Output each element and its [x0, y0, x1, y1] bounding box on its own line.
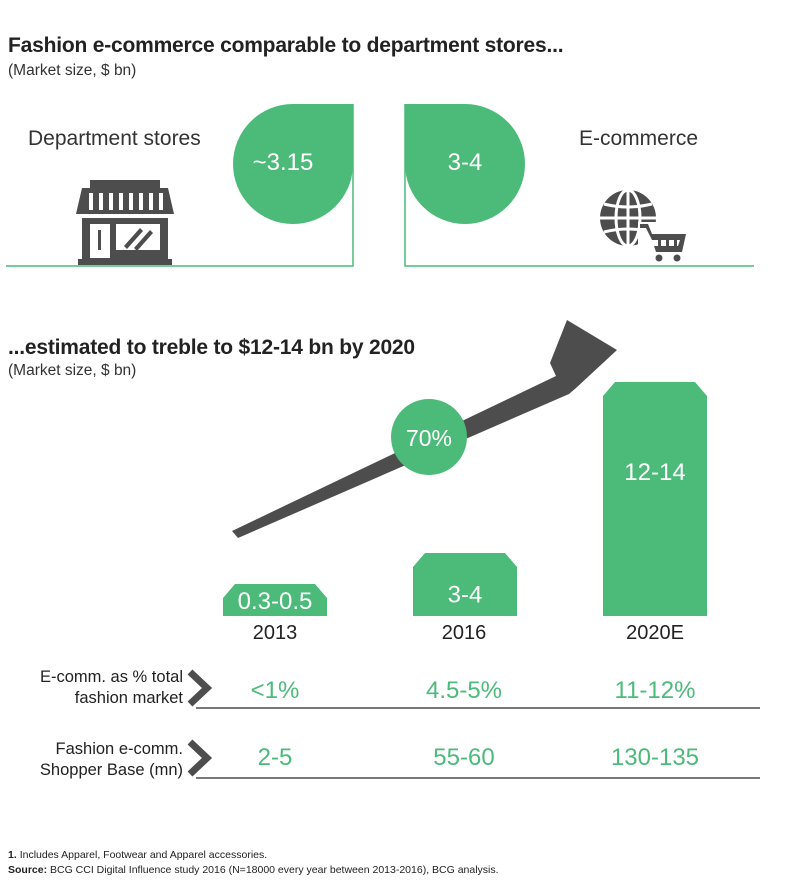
e-commerce-value: 3-4: [447, 149, 483, 176]
growth-circle: [391, 399, 467, 475]
row1-label-line1: E-comm. as % total: [39, 668, 183, 686]
section1-subtitle: (Market size, $ bn): [8, 62, 137, 79]
row1-value-2013: <1%: [250, 677, 300, 704]
year-label-2020e: 2020E: [626, 622, 684, 644]
section1-title: Fashion e-commerce comparable to departm…: [8, 34, 564, 57]
source-text: BCG CCI Digital Influence study 2016 (N=…: [50, 864, 499, 876]
row1-label: E-comm. as % total fashion market: [0, 667, 183, 709]
department-stores-label: Department stores: [28, 127, 201, 150]
department-stores-value: ~3.15: [252, 149, 314, 176]
e-commerce-label: E-commerce: [579, 127, 699, 150]
right-baseline: [404, 104, 754, 267]
year-label-2016: 2016: [441, 622, 487, 644]
bar-value-label-2016: 3-4: [448, 582, 483, 609]
row2-value-2020e: 130-135: [610, 744, 700, 771]
globe-cart-icon: [600, 188, 686, 262]
row2-label-line1: Fashion e-comm.: [55, 740, 183, 758]
footnote-text: Includes Apparel, Footwear and Apparel a…: [19, 849, 268, 861]
growth-arrow: [232, 320, 617, 538]
storefront-icon: [76, 180, 174, 265]
row2-value-2013: 2-5: [257, 744, 293, 771]
market-growth-chart: 0.3-0.5 3-4 12-14 70%: [223, 320, 707, 616]
comparison-graphic: [6, 104, 754, 267]
section2-subtitle: (Market size, $ bn): [8, 362, 137, 379]
row2-label: Fashion e-comm. Shopper Base (mn): [0, 739, 183, 781]
e-commerce-value-shape: [405, 104, 525, 224]
bar-2013: [223, 584, 327, 616]
bar-value-label-2020e: 12-14: [624, 459, 685, 486]
bar-2016: [413, 553, 517, 616]
year-label-2013: 2013: [252, 622, 298, 644]
footnote-number: 1.: [8, 849, 17, 861]
footnote-line: 1. Includes Apparel, Footwear and Appare…: [8, 849, 267, 861]
department-stores-value-shape: [233, 104, 353, 224]
source-label: Source:: [8, 864, 48, 876]
bar-2020e: [603, 382, 707, 616]
row1-value-2016: 4.5-5%: [425, 677, 503, 704]
source-line: Source: BCG CCI Digital Influence study …: [8, 864, 499, 876]
row1-chevron-icon: [187, 669, 213, 707]
row2-chevron-icon: [187, 739, 213, 777]
left-baseline: [6, 104, 354, 267]
row1-value-2020e: 11-12%: [614, 677, 696, 704]
row2-label-line2: Shopper Base (mn): [39, 761, 183, 779]
section2-title: ...estimated to treble to $12-14 bn by 2…: [8, 336, 415, 359]
row1-label-line2: fashion market: [74, 689, 183, 707]
growth-label: 70%: [406, 425, 452, 451]
table-lines: [187, 669, 760, 779]
row2-value-2016: 55-60: [433, 744, 495, 771]
bar-value-label-2013: 0.3-0.5: [238, 588, 313, 615]
